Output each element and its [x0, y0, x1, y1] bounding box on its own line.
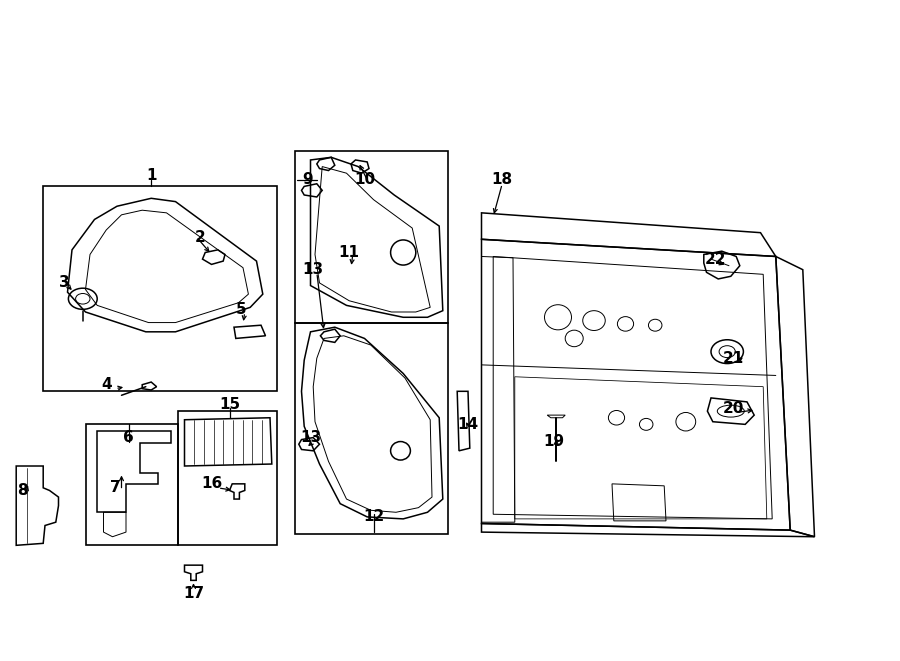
Bar — [178, 411, 277, 545]
Text: 7: 7 — [110, 481, 121, 495]
Text: 8: 8 — [17, 483, 28, 498]
Text: 13: 13 — [300, 430, 321, 445]
Text: 15: 15 — [219, 397, 240, 412]
Text: 6: 6 — [123, 430, 134, 445]
Text: 14: 14 — [457, 417, 479, 432]
Text: 18: 18 — [491, 173, 513, 187]
Text: 10: 10 — [354, 173, 375, 187]
Text: 2: 2 — [194, 231, 205, 245]
Bar — [295, 323, 448, 534]
Text: 9: 9 — [302, 173, 313, 187]
Text: 5: 5 — [236, 302, 247, 317]
Text: 11: 11 — [338, 245, 360, 260]
Text: 21: 21 — [723, 351, 744, 366]
Text: 12: 12 — [363, 510, 384, 524]
Text: 19: 19 — [543, 434, 564, 449]
Text: 13: 13 — [302, 262, 324, 277]
Text: 3: 3 — [59, 276, 70, 290]
Text: 22: 22 — [705, 252, 726, 266]
Bar — [43, 186, 277, 391]
Bar — [295, 151, 448, 323]
Text: 17: 17 — [183, 586, 204, 601]
Text: 4: 4 — [101, 377, 112, 392]
Bar — [86, 424, 178, 545]
Text: 16: 16 — [201, 477, 222, 491]
Text: 1: 1 — [146, 168, 157, 182]
Text: 20: 20 — [723, 401, 744, 416]
